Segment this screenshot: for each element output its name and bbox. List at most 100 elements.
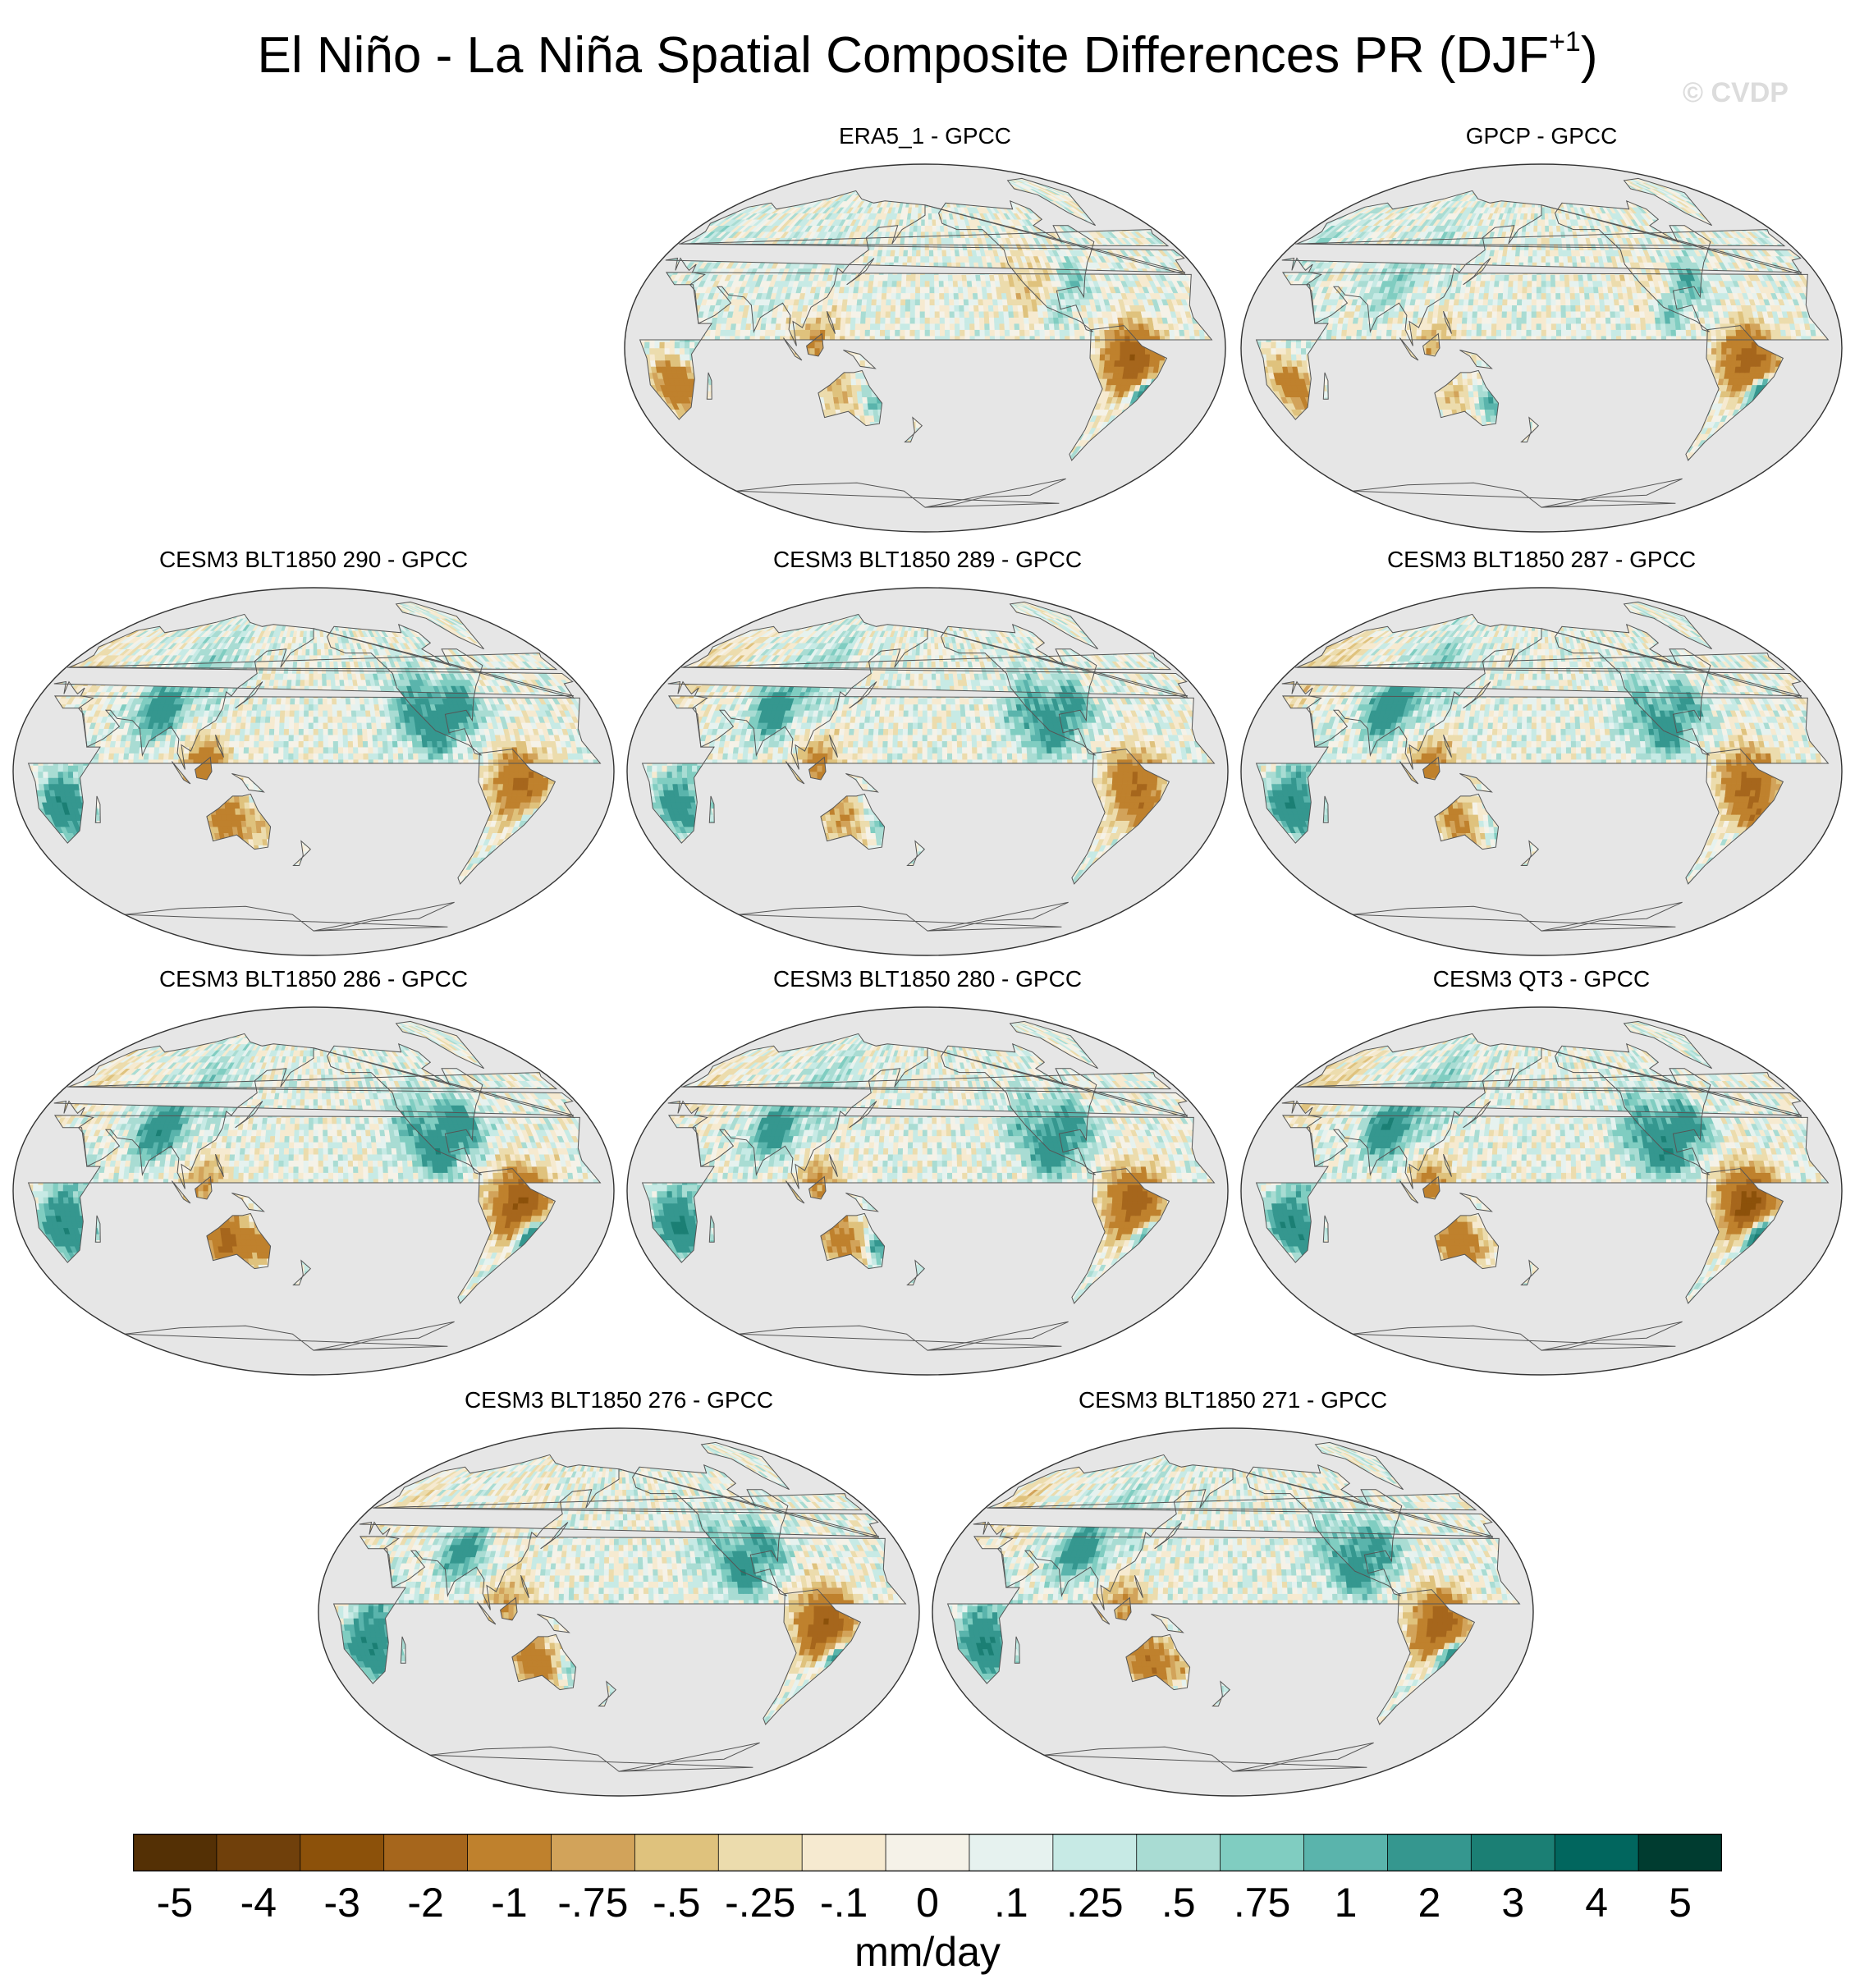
coastline-philippines: [1443, 734, 1452, 758]
colorbar-tick-label: -.1: [820, 1880, 868, 1926]
coastline-greenland: [1006, 177, 1096, 227]
coastline-borneo: [195, 756, 213, 781]
map-panel-blt1850-271: CESM3 BLT1850 271 - GPCC: [931, 1384, 1535, 1811]
panel-title: CESM3 BLT1850 286 - GPCC: [11, 963, 616, 996]
colorbar-tick-label: 1: [1335, 1880, 1358, 1926]
colorbar-swatch: [300, 1834, 385, 1871]
coastline-philippines: [1443, 310, 1452, 334]
coastline-japan: [540, 1522, 569, 1550]
coastline-new-zealand: [906, 840, 926, 866]
coastline-australia: [206, 793, 272, 850]
coastline-north-america: [632, 1464, 789, 1596]
colorbar-tick-label: .5: [1161, 1880, 1196, 1926]
coastline-uk: [1295, 653, 1786, 671]
coastline-new-guinea: [1459, 1193, 1493, 1212]
coastline-antarctica-east: [738, 1325, 1062, 1351]
world-map: [1240, 587, 1843, 956]
coastline-north-america: [1555, 623, 1711, 756]
coastline-eurasia-west: [987, 1454, 1494, 1540]
coastline-australia: [1434, 369, 1500, 427]
coastline-eurasia-east: [667, 628, 1189, 770]
coastline-philippines: [520, 1574, 529, 1598]
coastline-antarctica-west: [313, 1321, 455, 1351]
coastline-greenland: [1009, 1020, 1098, 1070]
coastline-south-america: [457, 1168, 556, 1304]
coastline-antarctica-east: [429, 1746, 753, 1772]
colorbar-tick-label: 0: [916, 1880, 939, 1926]
map-boundary: [12, 1006, 615, 1376]
coastline-uk: [67, 1072, 558, 1090]
coastline-sumatra: [1399, 761, 1419, 785]
coastline-antarctica-east: [1352, 1325, 1676, 1351]
coastline-eurasia-east: [53, 628, 575, 770]
coastline-sumatra: [171, 761, 191, 785]
coastline-new-zealand: [904, 416, 923, 442]
coastline-africa: [1255, 272, 1830, 420]
coastline-uk: [67, 653, 558, 671]
colorbar-tick-label: .75: [1234, 1880, 1291, 1926]
coastline-philippines: [215, 1153, 224, 1177]
coastline-north-america: [1555, 1042, 1711, 1175]
coastline-eurasia-east: [973, 1468, 1494, 1610]
coastline-borneo: [808, 756, 827, 781]
colorbar-swatch: [1220, 1834, 1305, 1871]
main-title-superscript: +1: [1549, 26, 1581, 57]
coastline-sumatra: [785, 761, 805, 785]
coastline-sumatra: [785, 1180, 805, 1204]
map-boundary: [624, 163, 1226, 533]
colorbar-swatch: [467, 1834, 552, 1871]
coastline-borneo: [808, 1175, 827, 1200]
coastline-eurasia-east: [1281, 204, 1802, 346]
coastline-australia: [1125, 1633, 1191, 1691]
map-boundary: [1240, 587, 1843, 956]
coastline-japan: [846, 258, 875, 286]
colorbar-swatch: [1555, 1834, 1639, 1871]
colorbar-swatch: [551, 1834, 635, 1871]
coastline-eurasia-east: [665, 204, 1186, 346]
coastline-new-zealand: [1211, 1680, 1231, 1706]
coastline-africa: [27, 695, 602, 844]
world-map: [624, 163, 1226, 533]
coastline-borneo: [806, 332, 824, 357]
colorbar-tick-label: 2: [1418, 1880, 1440, 1926]
coastline-new-zealand: [1520, 840, 1540, 866]
coastline-antarctica-east: [1352, 482, 1676, 508]
coastline-philippines: [1134, 1574, 1143, 1598]
map-boundary: [1240, 1006, 1843, 1376]
colorbar-tick-label: -2: [407, 1880, 443, 1926]
colorbar-swatch: [1471, 1834, 1555, 1871]
coastline-new-guinea: [1151, 1614, 1184, 1633]
coastline-australia: [818, 369, 883, 427]
coastline-new-guinea: [231, 773, 265, 793]
map-panel-blt1850-276: CESM3 BLT1850 276 - GPCC: [317, 1384, 921, 1811]
coastline-eurasia-west: [68, 613, 575, 699]
colorbar-tick-label: 5: [1669, 1880, 1692, 1926]
coastline-new-guinea: [1459, 350, 1493, 369]
coastline-greenland: [700, 1441, 790, 1491]
coastline-philippines: [829, 734, 838, 758]
colorbar: [133, 1834, 1722, 1871]
colorbar-swatch: [1387, 1834, 1472, 1871]
coastline-sumatra: [1399, 337, 1419, 361]
coastline-eurasia-east: [359, 1468, 880, 1610]
coastline-new-guinea: [537, 1614, 570, 1633]
coastline-uk: [1295, 1072, 1786, 1090]
coastline-borneo: [500, 1596, 518, 1621]
coastline-africa: [332, 1536, 907, 1684]
coastline-philippines: [827, 310, 836, 334]
coastline-eurasia-west: [68, 1033, 575, 1119]
coastline-eurasia-west: [1296, 613, 1802, 699]
coastline-antarctica-east: [735, 482, 1060, 508]
world-map: [12, 1006, 615, 1376]
map-boundary: [12, 587, 615, 956]
coastline-antarctica-east: [124, 1325, 448, 1351]
world-map: [626, 587, 1229, 956]
world-map: [1240, 1006, 1843, 1376]
panel-title: CESM3 BLT1850 271 - GPCC: [931, 1384, 1535, 1417]
panel-title: CESM3 BLT1850 280 - GPCC: [625, 963, 1230, 996]
coastline-new-guinea: [845, 773, 879, 793]
coastline-eurasia-east: [1281, 1047, 1802, 1189]
map-panel-blt1850-289: CESM3 BLT1850 289 - GPCC: [625, 543, 1230, 970]
panel-title: ERA5_1 - GPCC: [623, 120, 1227, 153]
coastline-greenland: [1009, 601, 1098, 650]
